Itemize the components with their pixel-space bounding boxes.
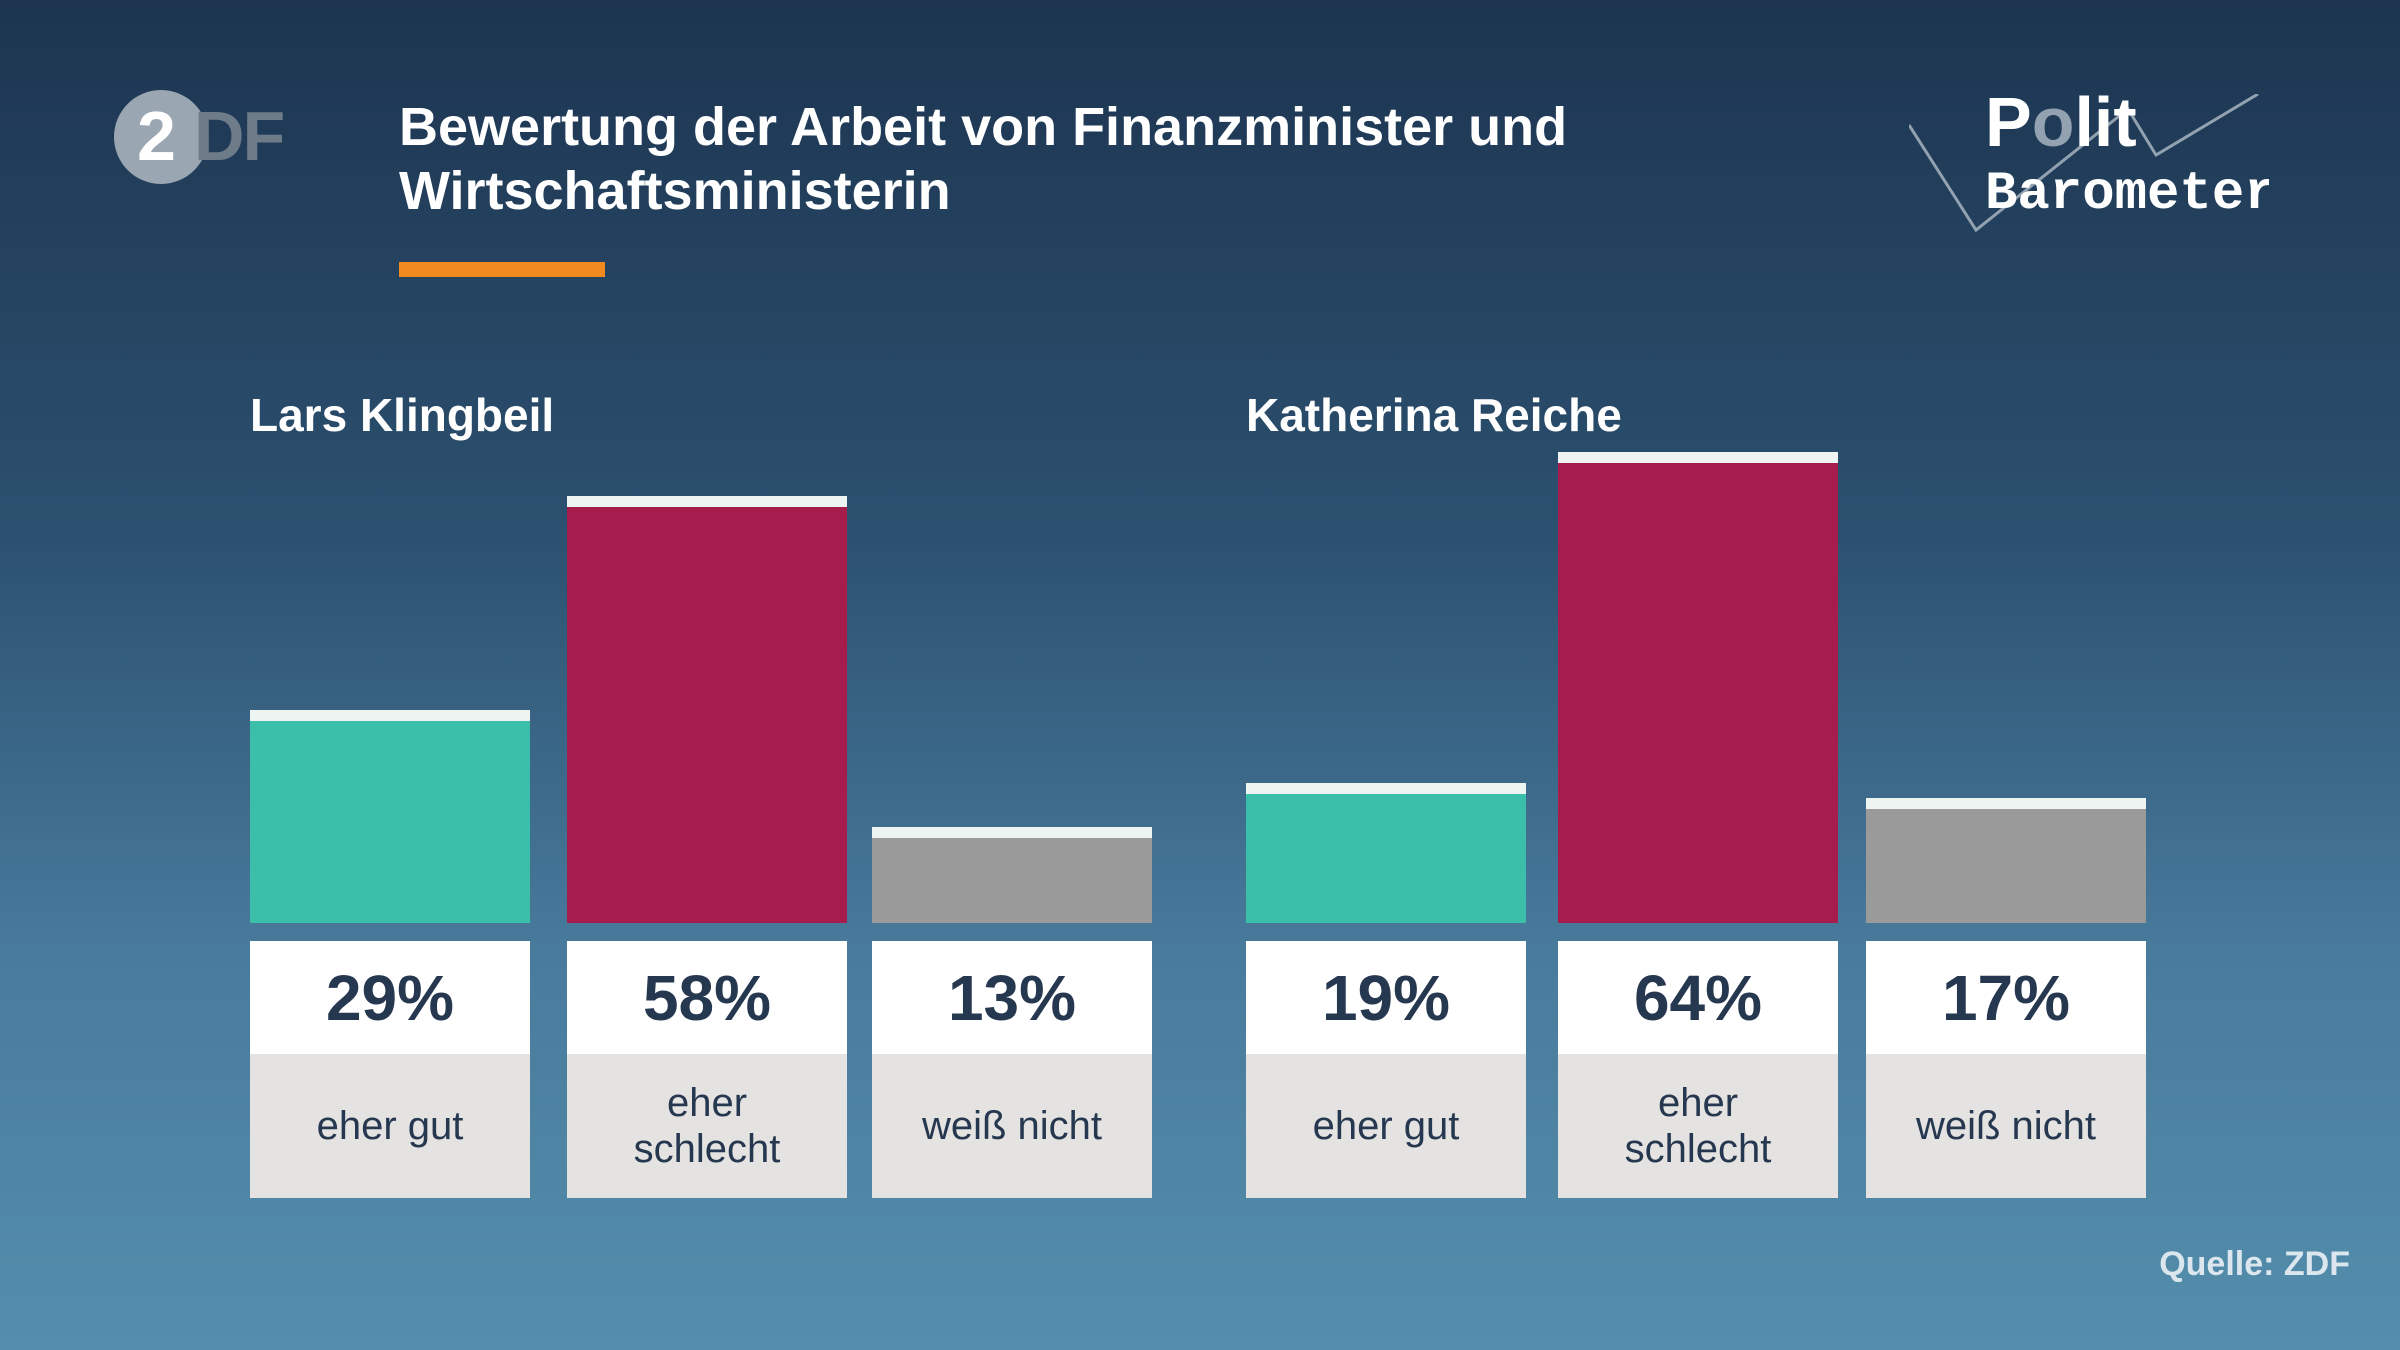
- svg-text:Polit: Polit: [1985, 94, 2137, 161]
- svg-text:DF: DF: [194, 97, 284, 175]
- svg-text:Barometer: Barometer: [1985, 164, 2269, 225]
- svg-text:2: 2: [137, 97, 176, 175]
